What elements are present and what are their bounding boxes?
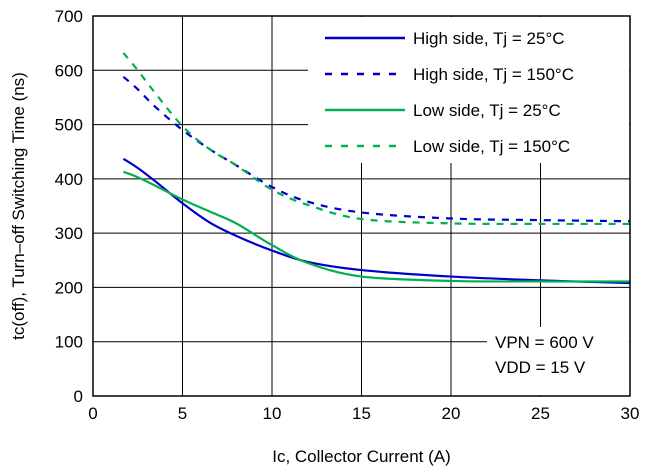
y-tick-label: 400 <box>55 170 83 189</box>
annotation-2: VDD = 15 V <box>495 358 586 377</box>
plot-frame <box>92 15 631 397</box>
y-tick-label: 700 <box>55 7 83 26</box>
legend-label-2: High side, Tj = 150°C <box>413 65 574 84</box>
x-tick-label: 15 <box>352 404 371 423</box>
y-tick-label: 200 <box>55 278 83 297</box>
y-tick-label: 100 <box>55 333 83 352</box>
annotation-1: VPN = 600 V <box>495 333 594 352</box>
y-axis-label: tc(off), Turn–off Switching Time (ns) <box>9 72 28 340</box>
y-tick-label: 600 <box>55 61 83 80</box>
annotation-background <box>487 327 629 395</box>
x-tick-label: 0 <box>88 404 97 423</box>
x-tick-label: 30 <box>621 404 640 423</box>
x-tick-label: 20 <box>442 404 461 423</box>
legend-label-3: Low side, Tj = 25°C <box>413 101 561 120</box>
series-layer <box>122 52 631 285</box>
y-tick-label: 0 <box>74 387 83 406</box>
x-axis-label: Ic, Collector Current (A) <box>272 447 451 466</box>
series-line-3 <box>123 170 631 283</box>
x-tick-label: 5 <box>178 404 187 423</box>
annotation-box: VPN = 600 V VDD = 15 V <box>487 327 629 395</box>
series-line-2 <box>122 75 631 223</box>
legend-background <box>308 17 629 163</box>
series-line-1 <box>122 157 631 285</box>
series-line-4 <box>122 52 631 226</box>
y-tick-label: 300 <box>55 224 83 243</box>
legend-label-1: High side, Tj = 25°C <box>413 29 565 48</box>
x-tick-label: 10 <box>263 404 282 423</box>
legend: High side, Tj = 25°C High side, Tj = 150°… <box>308 17 629 163</box>
plot-border <box>92 15 631 397</box>
x-tick-label: 25 <box>531 404 550 423</box>
legend-label-4: Low side, Tj = 150°C <box>413 137 570 156</box>
y-tick-label: 500 <box>55 116 83 135</box>
